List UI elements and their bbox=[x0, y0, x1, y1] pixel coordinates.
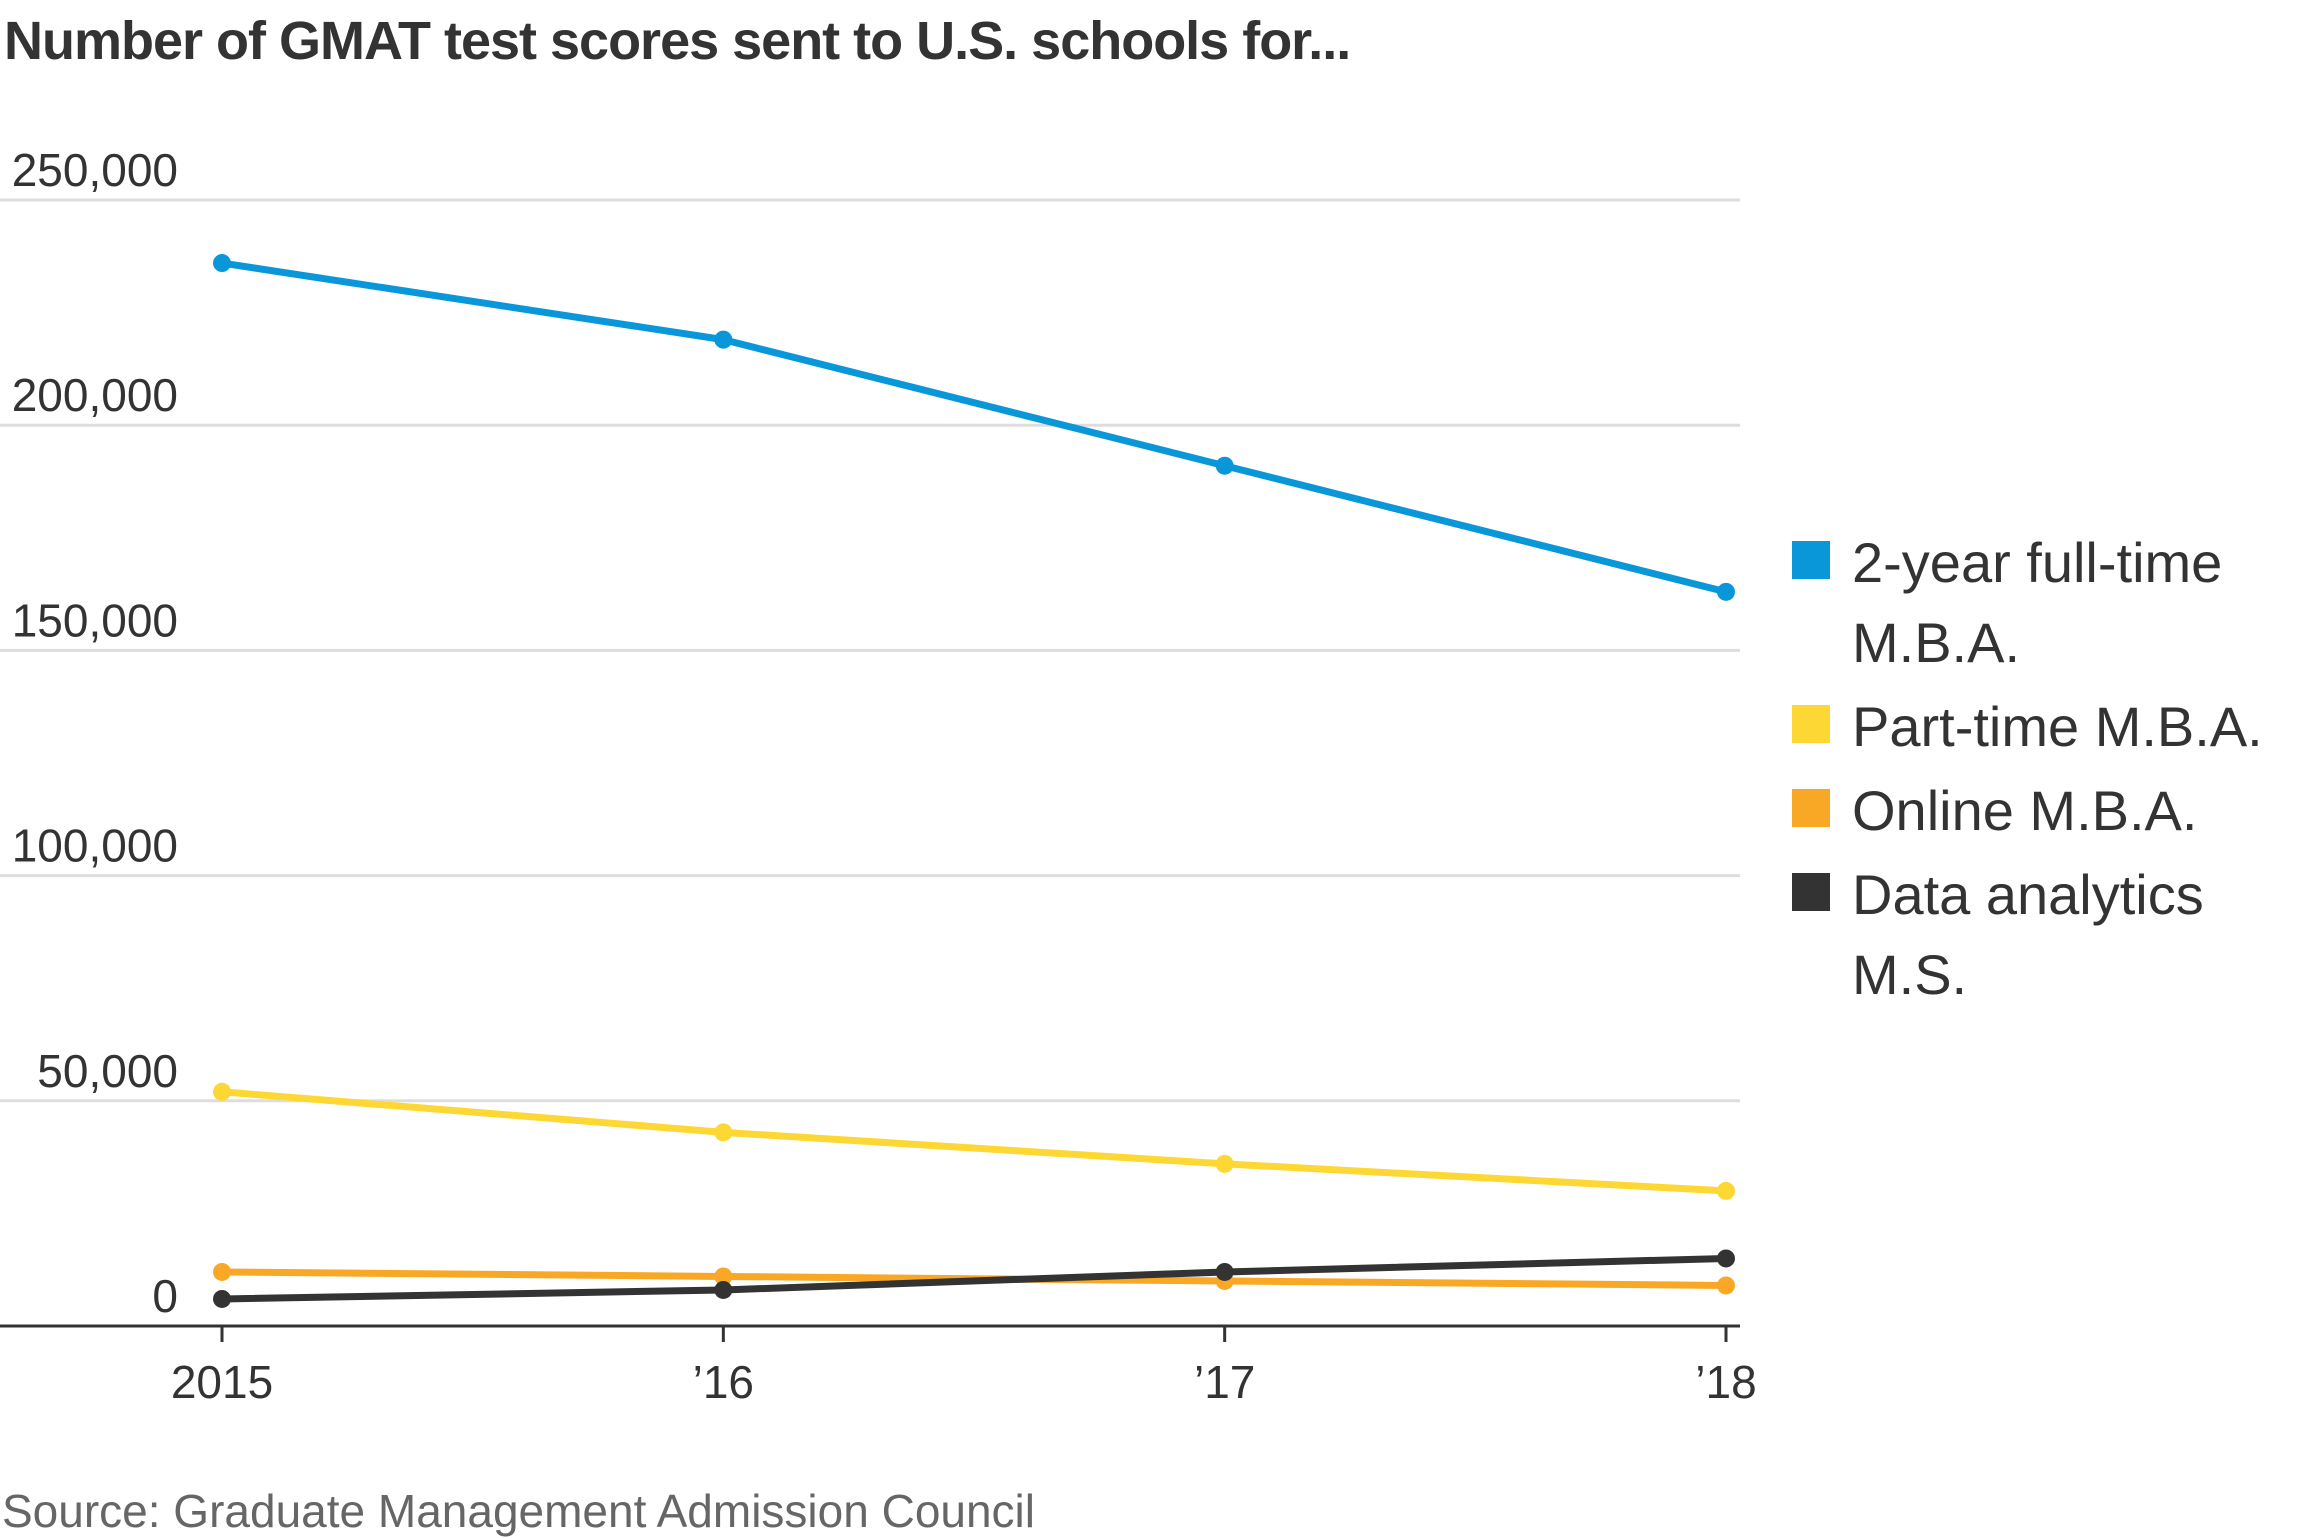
data-point bbox=[714, 1267, 733, 1286]
x-tick-label: 2015 bbox=[171, 1356, 273, 1408]
data-point bbox=[213, 1082, 231, 1101]
legend-swatch bbox=[1792, 705, 1830, 743]
y-tick-label: 50,000 bbox=[37, 1045, 178, 1097]
series-line-0 bbox=[218, 259, 1730, 596]
x-tick-label: ’16 bbox=[693, 1356, 754, 1408]
legend-label: 2-year full-time bbox=[1852, 531, 2222, 594]
y-tick-label: 0 bbox=[152, 1270, 178, 1322]
series-lines bbox=[213, 254, 1735, 1308]
legend-label: Data analytics bbox=[1852, 863, 2204, 926]
data-point bbox=[714, 1280, 733, 1299]
data-point bbox=[714, 1123, 733, 1142]
y-tick-label: 200,000 bbox=[12, 369, 178, 421]
x-tick-label: ’18 bbox=[1695, 1356, 1756, 1408]
y-tick-label: 100,000 bbox=[12, 820, 178, 872]
data-point bbox=[213, 1262, 231, 1281]
legend: 2-year full-time M.B.A. Part-time M.B.A. On… bbox=[1792, 531, 2263, 1006]
data-point bbox=[1215, 1154, 1234, 1173]
y-tick-label: 250,000 bbox=[12, 144, 178, 196]
chart-source: Source: Graduate Management Admission Co… bbox=[2, 1485, 1036, 1537]
legend-swatch bbox=[1792, 873, 1830, 911]
legend-label: Part-time M.B.A. bbox=[1852, 695, 2263, 758]
data-point bbox=[1717, 582, 1735, 601]
legend-label: Online M.B.A. bbox=[1852, 779, 2197, 842]
legend-swatch bbox=[1792, 541, 1830, 579]
data-point bbox=[1717, 1181, 1735, 1200]
gridlines bbox=[0, 198, 1740, 1103]
data-point bbox=[1717, 1249, 1735, 1268]
data-point bbox=[1717, 1276, 1735, 1295]
axes: 0 50,000 100,000 150,000 200,000 250,000 2015 ’… bbox=[0, 144, 1757, 1408]
data-point bbox=[1215, 456, 1234, 475]
legend-label: M.B.A. bbox=[1852, 611, 2020, 674]
data-point bbox=[213, 254, 231, 273]
data-point bbox=[213, 1289, 231, 1308]
chart-title: Number of GMAT test scores sent to U.S. … bbox=[4, 11, 1351, 71]
data-point bbox=[1215, 1262, 1234, 1281]
x-tick-label: ’17 bbox=[1194, 1356, 1255, 1408]
series-line-3 bbox=[218, 1254, 1730, 1303]
series-line-1 bbox=[218, 1088, 1730, 1195]
legend-swatch bbox=[1792, 789, 1830, 827]
y-tick-label: 150,000 bbox=[12, 594, 178, 646]
data-point bbox=[714, 330, 733, 349]
legend-label: M.S. bbox=[1852, 943, 1967, 1006]
